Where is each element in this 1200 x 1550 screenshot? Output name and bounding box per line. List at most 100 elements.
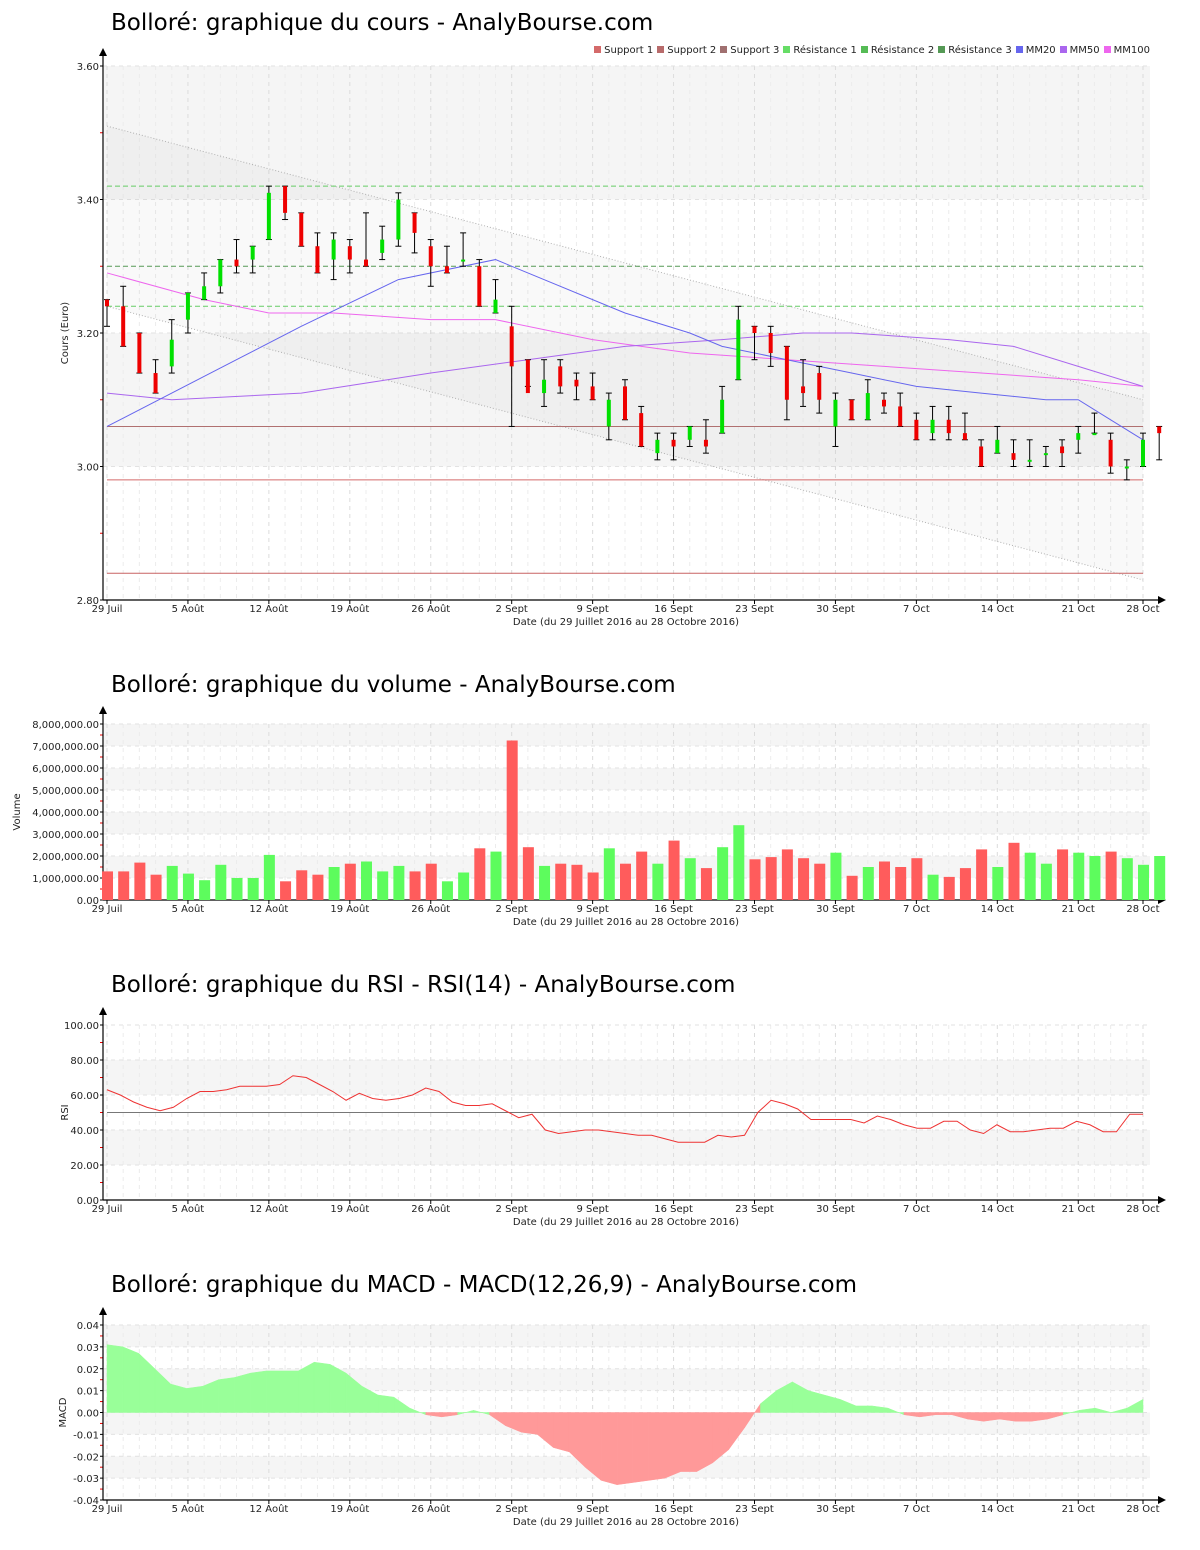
y-tick-label: 2,000,000.00 — [32, 852, 99, 863]
y-tick-label: 60.00 — [70, 1091, 99, 1102]
macd-area — [186, 1385, 203, 1413]
volume-bar — [134, 862, 146, 900]
volume-bar — [555, 863, 567, 900]
x-tick-label: 16 Sept — [654, 1504, 693, 1515]
macd-area — [170, 1383, 187, 1413]
x-tick-label: 12 Août — [249, 603, 288, 615]
volume-bar — [976, 849, 988, 900]
x-axis-arrow-icon — [1158, 1496, 1166, 1504]
volume-bar — [1089, 856, 1101, 900]
volume-bar — [927, 874, 939, 900]
y-tick-label: -0.02 — [73, 1452, 99, 1463]
candle — [492, 279, 499, 314]
macd-area — [1094, 1407, 1112, 1413]
volume-bar — [490, 851, 502, 900]
x-tick-label: 21 Oct — [1062, 1204, 1095, 1215]
x-tick-label: 12 Août — [249, 903, 288, 915]
y-tick-label: -0.04 — [73, 1496, 99, 1507]
candle — [978, 439, 985, 467]
macd-area — [234, 1372, 251, 1413]
candle — [541, 359, 548, 407]
x-tick-label: 28 Oct — [1126, 904, 1159, 915]
candle — [120, 285, 127, 347]
x-tick-label: 19 Août — [330, 903, 369, 915]
legend-label: Résistance 1 — [793, 45, 857, 56]
volume-bar — [1024, 852, 1036, 900]
y-axis-arrow-icon — [99, 1307, 107, 1315]
price-chart: 2.80 3.00 3.20 3.40 3.60 29 Juil 5 Août 12 Août… — [60, 48, 1166, 628]
macd-area — [1111, 1407, 1128, 1413]
macd-area — [377, 1394, 395, 1413]
macd-area — [1126, 1398, 1144, 1413]
volume-bar — [765, 857, 777, 900]
x-tick-label: 7 Oct — [903, 1504, 930, 1515]
candle — [881, 392, 887, 414]
legend-item: Support 3 — [720, 45, 779, 56]
volume-bar — [668, 840, 680, 900]
macd-area — [600, 1412, 618, 1486]
volume-bar — [717, 847, 729, 900]
legend-swatch-icon — [783, 46, 791, 53]
mm20-line — [106, 259, 1144, 441]
volume-bar — [992, 867, 1004, 900]
x-tick-label: 19 Août — [330, 1503, 369, 1515]
x-tick-label: 26 Août — [411, 603, 450, 615]
rsi-line — [106, 1075, 1143, 1143]
candle — [1026, 439, 1033, 467]
candle — [735, 305, 742, 381]
candle — [751, 325, 758, 361]
x-tick-label: 2 Sept — [496, 904, 528, 915]
candle — [1140, 432, 1146, 467]
volume-bar — [684, 858, 696, 900]
x-tick-label: 21 Oct — [1062, 904, 1095, 915]
candle — [330, 232, 337, 281]
x-tick-label: 14 Oct — [981, 904, 1014, 915]
candle — [298, 212, 305, 247]
x-tick-label: 14 Oct — [981, 1504, 1014, 1515]
x-tick-label: 9 Sept — [576, 904, 608, 915]
candle — [897, 392, 904, 427]
x-tick-label: 2 Sept — [496, 604, 528, 615]
candle — [460, 232, 467, 267]
legend-swatch-icon — [1015, 46, 1023, 53]
candle — [832, 392, 839, 447]
x-tick-label: 29 Juil — [92, 904, 123, 915]
macd-area — [313, 1361, 331, 1413]
x-tick-label: 28 Oct — [1126, 604, 1159, 615]
macd-area — [553, 1412, 570, 1453]
macd-area — [664, 1412, 682, 1479]
volume-bar — [620, 863, 631, 900]
volume-bar — [118, 871, 130, 900]
volume-bar — [474, 848, 486, 900]
x-tick-label: 30 Sept — [816, 904, 855, 915]
macd-area — [1078, 1407, 1096, 1413]
legend-item: MM50 — [1059, 45, 1100, 56]
x-tick-label: 30 Sept — [816, 1504, 855, 1515]
x-tick-label: 29 Juil — [92, 1204, 123, 1215]
y-tick-label: 4,000,000.00 — [32, 808, 99, 819]
volume-bar — [409, 871, 421, 900]
candle — [622, 379, 628, 421]
volume-bar — [1008, 842, 1020, 900]
x-tick-label: 7 Oct — [903, 904, 930, 915]
macd-area — [808, 1390, 825, 1413]
macd-area — [696, 1412, 713, 1472]
y-tick-label: 0.01 — [77, 1387, 99, 1398]
candle — [152, 359, 159, 394]
candle — [848, 399, 855, 421]
volume-chart-title: Bolloré: graphique du volume - AnalyBour… — [111, 672, 676, 698]
legend-item: Résistance 2 — [860, 45, 934, 56]
candle — [1091, 412, 1098, 436]
volume-bar — [636, 851, 648, 900]
volume-bar — [1105, 851, 1117, 900]
candle — [411, 212, 418, 254]
rsi-chart: 0.00 20.00 40.00 60.00 80.00 100.00 29 Juil 5 A… — [60, 1007, 1166, 1228]
macd-area — [138, 1352, 156, 1413]
legend-label: Résistance 3 — [948, 45, 1012, 56]
candle — [1010, 439, 1017, 467]
y-tick-label: 0.04 — [77, 1321, 99, 1332]
volume-bar — [312, 874, 324, 900]
volume-bar — [522, 847, 534, 900]
y-tick-label: 40.00 — [70, 1126, 99, 1137]
macd-area — [393, 1396, 411, 1413]
